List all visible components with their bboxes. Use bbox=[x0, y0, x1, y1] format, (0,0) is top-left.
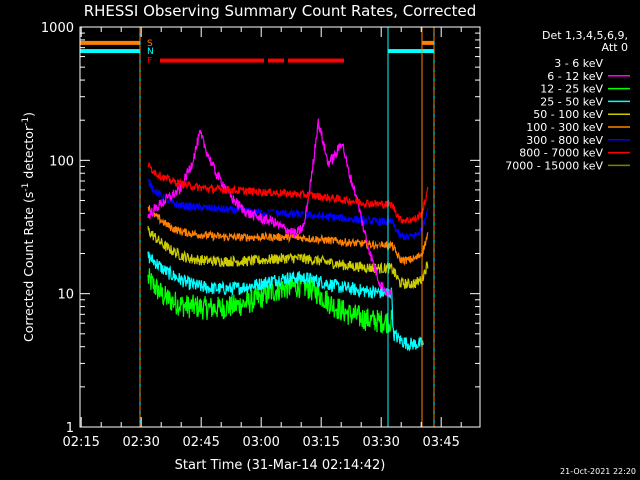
y-axis-label-end: ) bbox=[21, 112, 36, 117]
y-tick-label: 100 bbox=[49, 154, 74, 169]
x-axis-label: Start Time (31-Mar-14 02:14:42) bbox=[175, 458, 386, 473]
flare-flag-bar bbox=[288, 58, 344, 63]
saa-flag-bar bbox=[422, 40, 434, 45]
x-tick-label: 03:00 bbox=[242, 435, 279, 450]
footer-timestamp: 21-Oct-2021 22:20 bbox=[560, 467, 636, 476]
legend-entry-label: 7000 - 15000 keV bbox=[505, 159, 603, 172]
x-tick-label: 03:45 bbox=[422, 435, 459, 450]
night-flag-bar bbox=[80, 49, 140, 54]
night-flag-bar bbox=[388, 49, 434, 54]
y-axis-label: Corrected Count Rate (s-1 detector-1) bbox=[21, 112, 36, 342]
legend-header-line2: Att 0 bbox=[602, 41, 628, 54]
legend-entry-label: 100 - 300 keV bbox=[526, 121, 603, 134]
y-axis-label-exp1: -1 bbox=[21, 183, 31, 192]
x-tick-label: 02:15 bbox=[62, 435, 99, 450]
x-axis: 02:15 02:30 02:45 03:00 03:15 03:30 03:45 bbox=[62, 27, 462, 450]
x-tick-label: 02:30 bbox=[122, 435, 159, 450]
flare-flag-label: F bbox=[147, 57, 152, 67]
legend-entry-label: 800 - 7000 keV bbox=[519, 147, 603, 160]
flag-bars: SNF bbox=[80, 39, 434, 67]
legend-entry-label: 50 - 100 keV bbox=[533, 108, 603, 121]
flare-flag-bar bbox=[160, 58, 264, 63]
legend-entry-label: 3 - 6 keV bbox=[554, 57, 603, 70]
y-tick-label: 1000 bbox=[41, 21, 74, 36]
series-line bbox=[147, 251, 425, 352]
saa-flag-label: S bbox=[147, 39, 153, 49]
series-line bbox=[147, 118, 393, 300]
plot-area bbox=[147, 118, 429, 352]
x-tick-label: 03:30 bbox=[362, 435, 399, 450]
y-axis-label-exp2: -1 bbox=[21, 117, 31, 126]
y-tick-label: 1 bbox=[66, 421, 74, 436]
series-line bbox=[147, 225, 429, 290]
series-line bbox=[147, 178, 429, 241]
legend-header-line1: Det 1,3,4,5,6,9, bbox=[542, 29, 628, 42]
chart-title: RHESSI Observing Summary Count Rates, Co… bbox=[84, 2, 477, 20]
saa-flag-bar bbox=[80, 40, 140, 45]
series-line bbox=[147, 162, 429, 224]
legend-entry-label: 25 - 50 keV bbox=[540, 95, 603, 108]
legend-entry-label: 6 - 12 keV bbox=[547, 70, 603, 83]
y-axis: 1 10 100 1000 bbox=[41, 21, 480, 436]
legend-entry-label: 12 - 25 keV bbox=[540, 83, 603, 96]
x-tick-label: 02:45 bbox=[182, 435, 219, 450]
night-flag-label: N bbox=[147, 47, 154, 57]
y-axis-label-main: Corrected Count Rate (s bbox=[21, 192, 36, 342]
vertical-markers bbox=[79, 27, 435, 427]
y-tick-label: 10 bbox=[57, 288, 74, 303]
plot-frame bbox=[79, 26, 481, 428]
legend-entry-label: 300 - 800 keV bbox=[526, 134, 603, 147]
flare-flag-bar bbox=[268, 58, 284, 63]
x-tick-label: 03:15 bbox=[302, 435, 339, 450]
y-axis-label-mid: detector bbox=[21, 125, 36, 183]
